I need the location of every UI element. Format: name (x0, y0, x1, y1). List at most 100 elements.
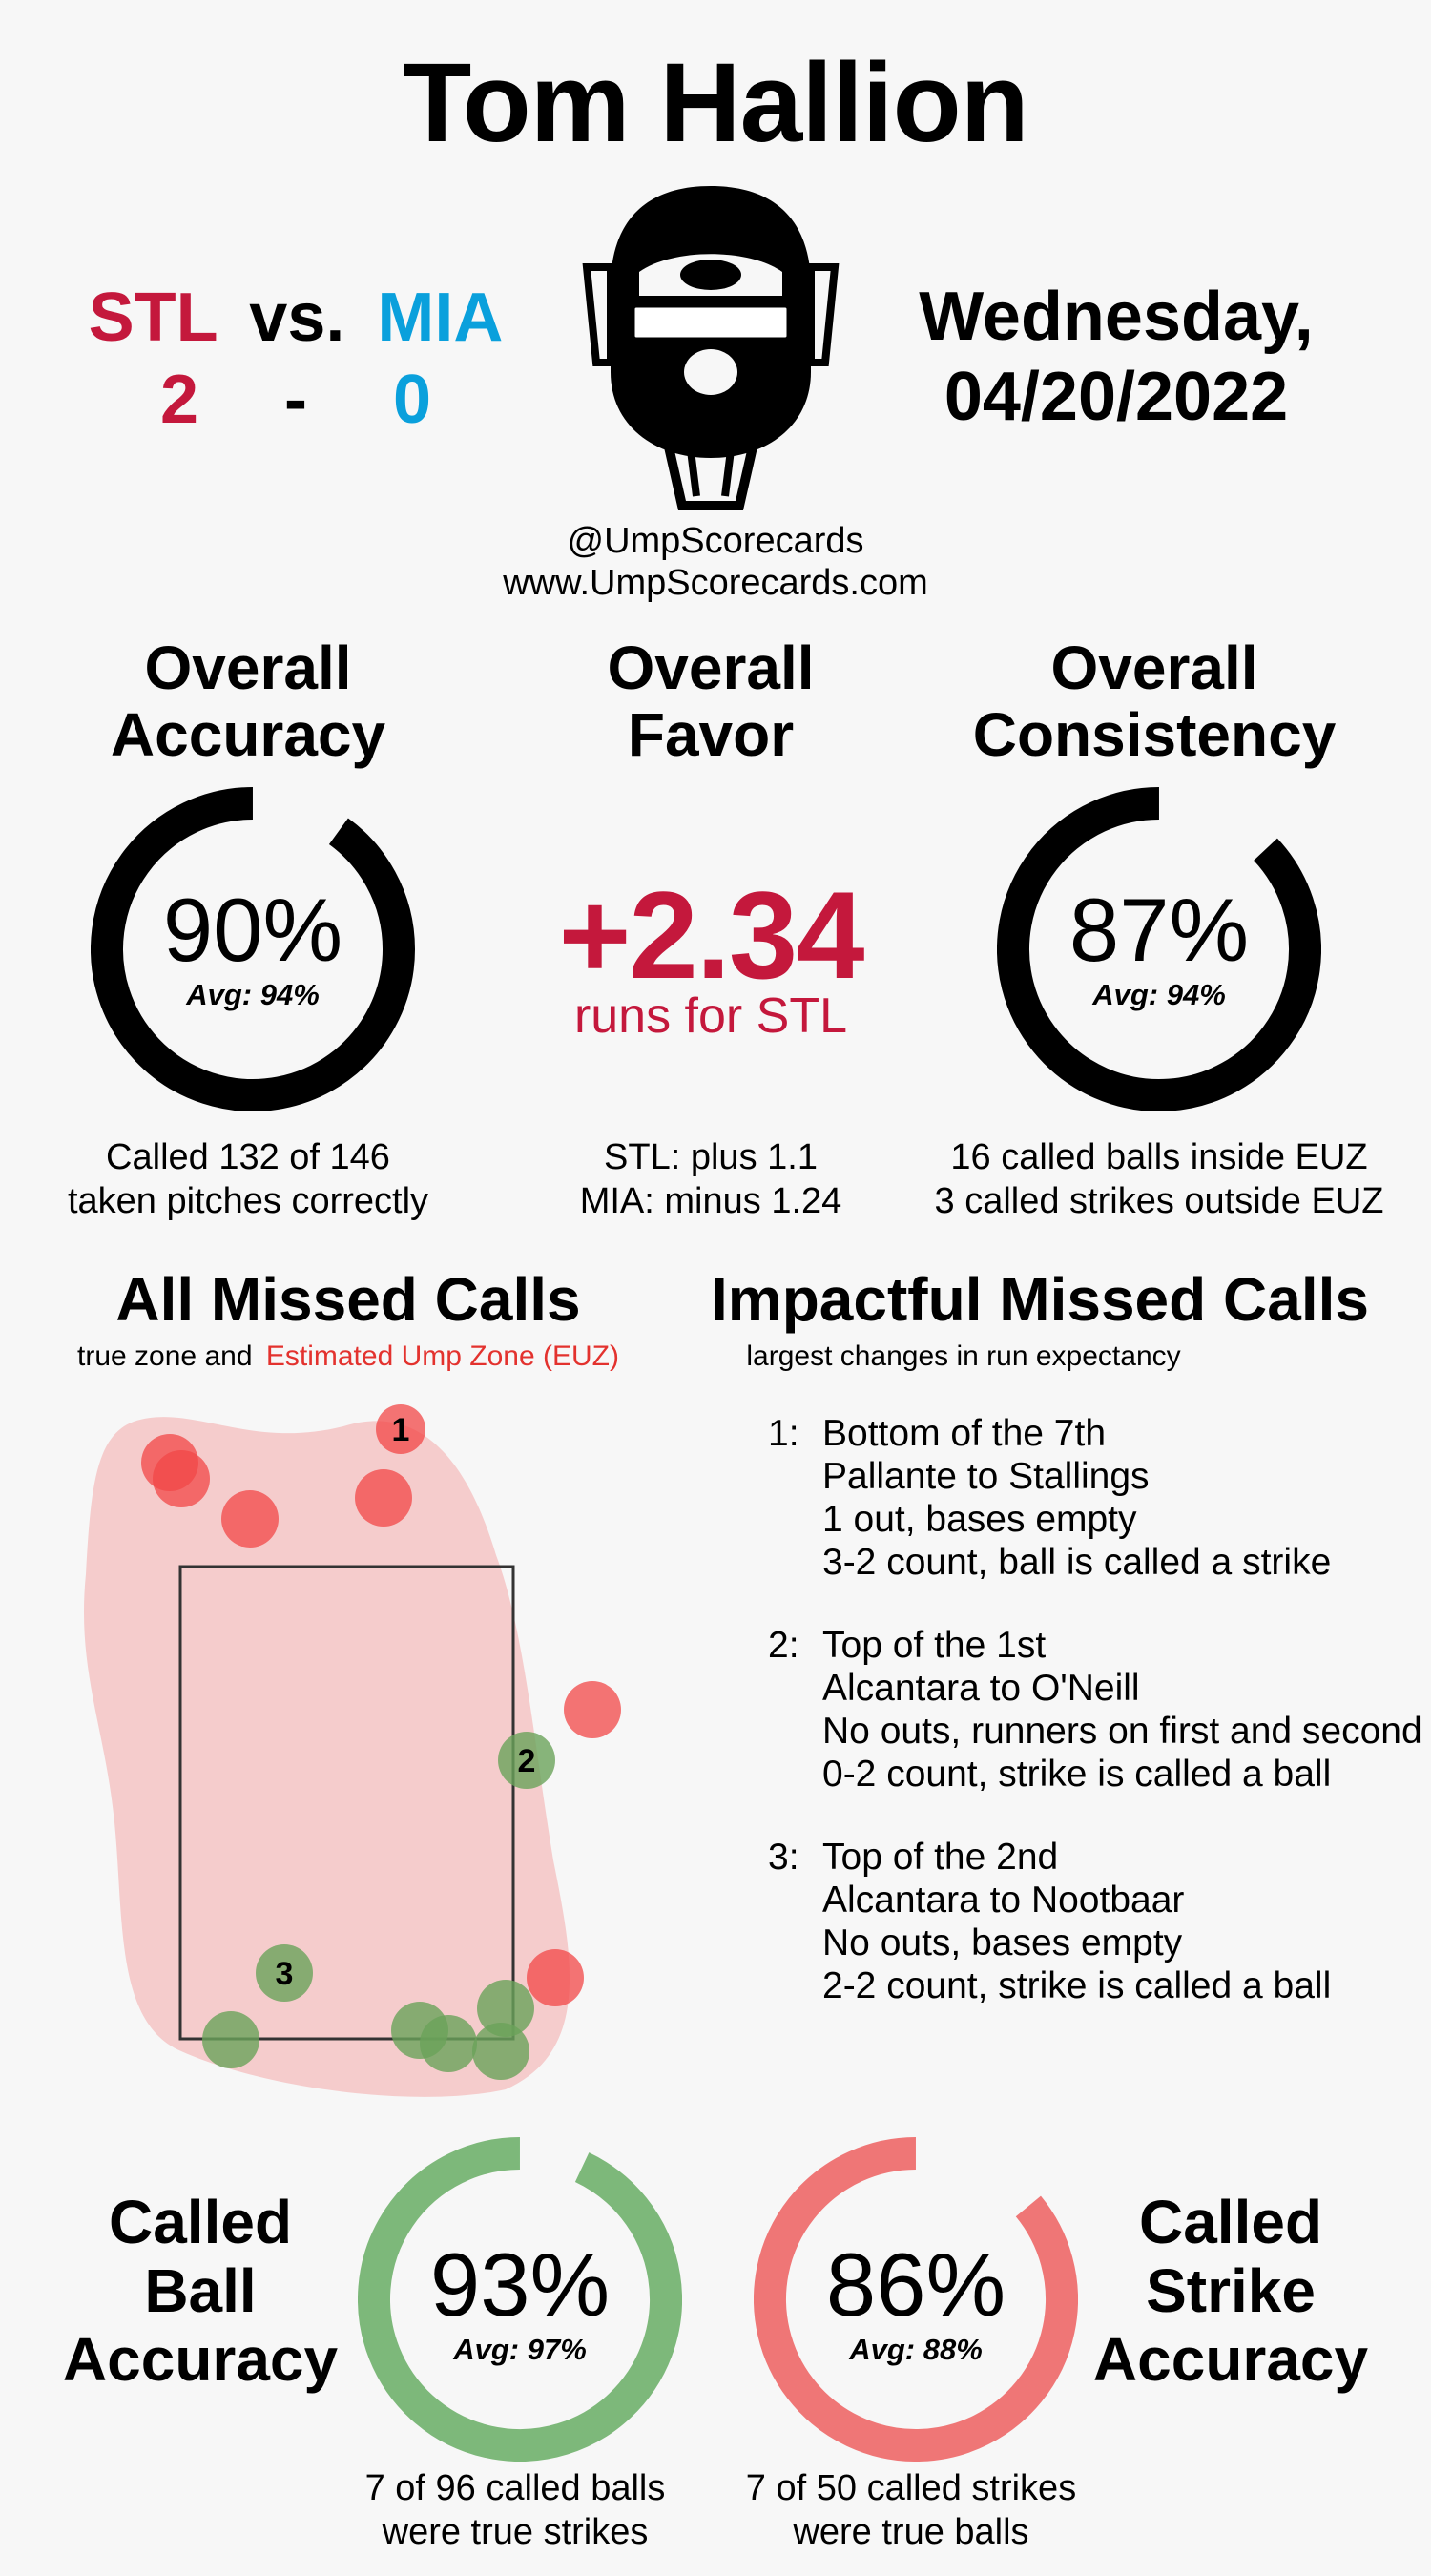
ball-accuracy-center: 93% Avg: 97% (358, 2237, 682, 2367)
call-number: 1: (768, 1413, 799, 1454)
consistency-title: Overall Consistency (944, 634, 1364, 768)
ring-arc (754, 2137, 1078, 2462)
missed-strike-point (355, 1469, 412, 1527)
strike-accuracy-value: 86% (825, 2234, 1006, 2335)
consistency-title-line2: Consistency (972, 700, 1337, 769)
strike-accuracy-title-line1: Called (1138, 2188, 1323, 2256)
missed-calls-subtitle: true zone and Estimated Ump Zone (EUZ) (38, 1340, 658, 1373)
consistency-ring (997, 787, 1321, 1111)
accuracy-center: 90% Avg: 94% (91, 883, 415, 1012)
call-inning: Bottom of the 7th (822, 1413, 1107, 1454)
impactful-title: Impactful Missed Calls (711, 1265, 1369, 1334)
missed-strike-point (221, 1490, 279, 1548)
accuracy-desc-line2: taken pitches correctly (67, 1181, 429, 1221)
missed-call-points (141, 1404, 621, 2080)
consistency-title-line1: Overall (1050, 634, 1258, 702)
strike-accuracy-title-line2: Strike (1146, 2256, 1316, 2325)
impactful-subtitle: largest changes in run expectancy (746, 1340, 1181, 1372)
strike-zone-box (178, 1565, 515, 2041)
missed-ball-point (472, 2023, 529, 2080)
impactful-call-3: 3: Top of the 2nd Alcantara to Nootbaar … (768, 1836, 1431, 2007)
twitter-handle[interactable]: @UmpScorecards (567, 521, 864, 561)
call-number: 2: (768, 1625, 799, 1666)
home-team: MIA (377, 280, 504, 356)
missed-ball-point (256, 1944, 313, 2002)
score-dash: - (284, 362, 307, 438)
accuracy-desc: Called 132 of 146 taken pitches correctl… (19, 1135, 477, 1223)
favor-value: +2.34 (558, 865, 865, 1005)
missed-subtitle-plain: true zone and (77, 1340, 253, 1372)
euz-region (83, 1417, 570, 2097)
home-score: 0 (393, 362, 432, 438)
call-inning: Top of the 2nd (822, 1837, 1059, 1878)
accuracy-title-line2: Accuracy (110, 700, 386, 769)
ball-accuracy-avg: Avg: 97% (453, 2333, 587, 2366)
missed-call-label-3: 3 (276, 1956, 294, 1992)
ball-accuracy-title: Called Ball Accuracy (38, 2188, 363, 2394)
call-situation: 1 out, bases empty (822, 1499, 1137, 1540)
umpire-name: Tom Hallion (403, 40, 1028, 166)
missed-strike-point (527, 1949, 584, 2006)
favor-desc-line2: MIA: minus 1.24 (579, 1181, 842, 1221)
favor-subtitle: runs for STL (573, 988, 848, 1044)
accuracy-title-line1: Overall (144, 634, 352, 702)
missed-calls-plot: 1 2 3 (83, 1404, 621, 2097)
consistency-desc-line2: 3 called strikes outside EUZ (934, 1181, 1384, 1221)
call-situation: No outs, runners on first and second (822, 1711, 1422, 1752)
ball-accuracy-desc-line2: were true strikes (382, 2512, 649, 2552)
ring-arc (91, 787, 415, 1111)
call-matchup: Pallante to Stallings (822, 1456, 1150, 1497)
ball-accuracy-title-line3: Accuracy (62, 2325, 339, 2394)
ring-arc (997, 787, 1321, 1111)
missed-subtitle-euz: Estimated Ump Zone (EUZ) (265, 1340, 619, 1372)
call-count: 3-2 count, ball is called a strike (822, 1542, 1332, 1583)
call-situation: No outs, bases empty (822, 1922, 1183, 1963)
missed-calls-title: All Missed Calls (115, 1265, 581, 1334)
strike-accuracy-center: 86% Avg: 88% (754, 2237, 1078, 2367)
favor-desc: STL: plus 1.1 MIA: minus 1.24 (501, 1135, 921, 1223)
favor-desc-line1: STL: plus 1.1 (604, 1137, 818, 1177)
strike-accuracy-title-line3: Accuracy (1092, 2325, 1369, 2394)
missed-ball-point (498, 1732, 555, 1789)
missed-ball-point (202, 2011, 259, 2068)
ball-accuracy-ring (358, 2137, 682, 2462)
missed-ball-point (420, 2015, 477, 2072)
strike-accuracy-title: Called Strike Accuracy (1068, 2188, 1393, 2394)
missed-call-label-2: 2 (518, 1743, 536, 1779)
consistency-center: 87% Avg: 94% (997, 883, 1321, 1012)
ball-accuracy-title-line2: Ball (144, 2256, 257, 2325)
ball-accuracy-title-line1: Called (108, 2188, 293, 2256)
social-links: @UmpScorecards www.UmpScorecards.com (0, 520, 1431, 604)
ball-accuracy-value: 93% (429, 2234, 611, 2335)
strike-accuracy-desc-line1: 7 of 50 called strikes (745, 2468, 1077, 2508)
favor-title-line1: Overall (607, 634, 815, 702)
call-count: 2-2 count, strike is called a ball (822, 1965, 1332, 2006)
game-day: Wednesday, (919, 279, 1314, 355)
consistency-value: 87% (1068, 880, 1250, 980)
website-link[interactable]: www.UmpScorecards.com (503, 563, 928, 603)
game-date-value: 04/20/2022 (944, 359, 1289, 435)
accuracy-avg: Avg: 94% (186, 978, 320, 1011)
call-count: 0-2 count, strike is called a ball (822, 1754, 1332, 1795)
missed-strike-point (376, 1404, 425, 1454)
matchup: STL vs. MIA 2 - 0 (76, 277, 515, 441)
strike-accuracy-avg: Avg: 88% (849, 2333, 983, 2366)
accuracy-title: Overall Accuracy (48, 634, 448, 768)
missed-strike-point (153, 1450, 210, 1507)
call-matchup: Alcantara to O'Neill (822, 1668, 1140, 1709)
favor-title: Overall Favor (510, 634, 911, 768)
accuracy-ring (91, 787, 415, 1111)
strike-accuracy-ring (754, 2137, 1078, 2462)
call-number: 3: (768, 1837, 799, 1878)
ring-arc (358, 2137, 682, 2462)
accuracy-value: 90% (162, 880, 343, 980)
away-team: STL (88, 280, 218, 356)
umpire-mask-icon (582, 186, 840, 510)
impactful-call-2: 2: Top of the 1st Alcantara to O'Neill N… (768, 1624, 1431, 1796)
strike-accuracy-desc-line2: were true balls (793, 2512, 1029, 2552)
missed-call-label-1: 1 (392, 1412, 410, 1448)
missed-ball-point (477, 1980, 534, 2037)
missed-strike-point (564, 1681, 621, 1738)
consistency-desc-line1: 16 called balls inside EUZ (950, 1137, 1368, 1177)
vs-label: vs. (249, 280, 345, 356)
